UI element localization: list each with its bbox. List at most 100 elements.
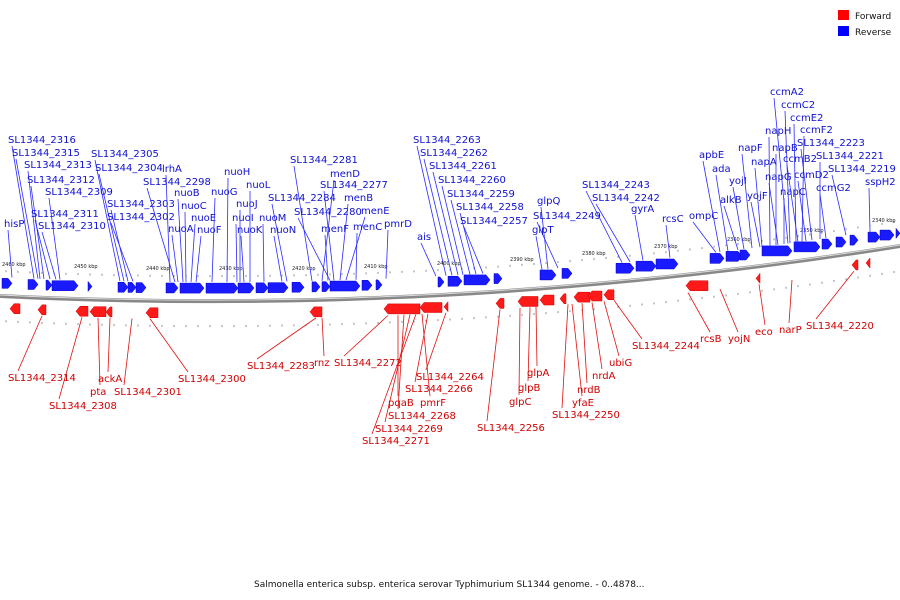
reverse-leader-line <box>41 231 57 280</box>
reverse-leader-line <box>773 97 789 244</box>
reverse-leader-line <box>11 145 35 279</box>
forward-gene-arrow <box>9 303 21 314</box>
reverse-gene-label: napB <box>772 143 798 154</box>
forward-gene-arrow <box>559 293 567 304</box>
forward-gene-label: ackA <box>98 374 122 385</box>
map-caption: Salmonella enterica subsp. enterica sero… <box>254 580 645 590</box>
reverse-gene-arrow <box>539 269 557 281</box>
tick-label: 2340 kbp <box>872 218 896 224</box>
legend-label-forward: Forward <box>855 12 891 22</box>
reverse-leader-line <box>146 187 176 283</box>
reverse-gene-arrow <box>615 262 635 274</box>
legend-swatch-forward <box>838 10 849 20</box>
forward-leader-line <box>591 302 603 370</box>
forward-gene-label: nrdB <box>577 385 601 396</box>
forward-leader-line <box>421 313 431 397</box>
forward-leader-line <box>256 317 317 360</box>
reverse-leader-line <box>271 203 288 282</box>
reverse-gene-arrow <box>1 278 13 289</box>
forward-gene-arrow <box>145 307 159 318</box>
reverse-gene-label: SL1344_2284 <box>268 193 336 204</box>
reverse-leader-line <box>423 158 453 276</box>
reverse-gene-label: gyrA <box>631 204 654 215</box>
reverse-gene-label: SL1344_2257 <box>460 216 528 227</box>
forward-gene-arrow <box>865 257 871 269</box>
reverse-leader-line <box>750 201 761 248</box>
reverse-leader-line <box>595 203 631 262</box>
reverse-gene-label: ccmB2 <box>783 154 817 165</box>
reverse-gene-track: hisPSL1344_2316SL1344_2315SL1344_2313SL1… <box>1 87 900 294</box>
tick-label: 2440 kbp <box>146 266 170 272</box>
forward-gene-arrow <box>587 290 603 302</box>
reverse-leader-line <box>195 235 202 283</box>
tick-label: 2430 kbp <box>219 266 243 272</box>
forward-leader-line <box>414 313 429 383</box>
forward-gene-label: yfaE <box>572 398 594 409</box>
forward-gene-arrow <box>37 304 47 316</box>
reverse-leader-line <box>432 171 459 276</box>
forward-leader-line <box>486 309 501 422</box>
reverse-leader-line <box>692 221 717 253</box>
reverse-gene-arrow <box>739 249 751 261</box>
reverse-gene-label: SL1344_2311 <box>31 209 99 220</box>
reverse-gene-label: ais <box>417 232 431 243</box>
reverse-gene-label: menC <box>353 222 382 233</box>
reverse-leader-line <box>819 193 827 239</box>
reverse-leader-line <box>535 235 543 270</box>
reverse-leader-line <box>768 136 771 246</box>
reverse-gene-arrow <box>179 282 205 294</box>
reverse-gene-arrow <box>361 280 373 291</box>
reverse-gene-arrow <box>205 282 239 294</box>
reverse-gene-label: nuoB <box>174 188 200 199</box>
reverse-gene-arrow <box>493 273 503 284</box>
legend-swatch-reverse <box>838 26 849 36</box>
reverse-gene-arrow <box>117 282 129 293</box>
reverse-gene-arrow <box>27 279 39 290</box>
reverse-gene-label: ccmA2 <box>770 87 804 98</box>
reverse-leader-line <box>800 148 813 241</box>
forward-leader-line <box>815 270 855 320</box>
reverse-gene-label: SL1344_2223 <box>797 138 865 149</box>
reverse-gene-label: ccmG2 <box>816 183 851 194</box>
forward-gene-label: SL1344_2269 <box>375 424 443 435</box>
reverse-gene-arrow <box>463 274 491 286</box>
reverse-gene-label: SL1344_2281 <box>290 155 358 166</box>
reverse-leader-line <box>321 179 335 281</box>
forward-leader-line <box>571 303 583 397</box>
forward-gene-label: glpA <box>527 368 549 379</box>
reverse-gene-label: SL1344_2312 <box>27 175 95 186</box>
reverse-gene-arrow <box>51 280 79 291</box>
reverse-leader-line <box>27 170 41 279</box>
tick-label: 2460 kbp <box>2 262 26 268</box>
reverse-gene-arrow <box>237 282 255 294</box>
forward-gene-label: SL1344_2256 <box>477 423 545 434</box>
reverse-gene-arrow <box>437 276 445 288</box>
reverse-gene-label: SL1344_2303 <box>107 199 175 210</box>
tick-label: 2360 kbp <box>727 237 751 243</box>
reverse-leader-line <box>768 182 779 245</box>
forward-leader-line <box>561 304 569 409</box>
reverse-leader-line <box>323 190 335 281</box>
reverse-gene-arrow <box>849 234 859 246</box>
forward-gene-arrow <box>495 298 505 309</box>
reverse-leader-line <box>793 123 797 243</box>
reverse-gene-label: SL1344_2243 <box>582 180 650 191</box>
genome-backbone <box>0 244 900 304</box>
reverse-gene-label: ccmC2 <box>781 100 815 111</box>
reverse-gene-label: alkB <box>720 195 742 206</box>
forward-leader-line <box>397 314 405 410</box>
reverse-leader-line <box>868 187 871 232</box>
reverse-gene-label: yojI <box>729 176 747 187</box>
reverse-gene-label: menD <box>330 169 360 180</box>
reverse-gene-label: nuoM <box>259 213 286 224</box>
reverse-gene-label: menF <box>321 224 349 235</box>
reverse-gene-label: menE <box>361 206 390 217</box>
tick-label: 2390 kbp <box>510 257 534 263</box>
forward-gene-label: SL1344_2250 <box>552 410 620 421</box>
reverse-gene-label: nuoL <box>246 180 271 191</box>
forward-gene-label: glpC <box>509 397 531 408</box>
tick-label: 2420 kbp <box>292 266 316 272</box>
reverse-leader-line <box>754 167 763 247</box>
reverse-gene-label: SL1344_2258 <box>456 202 524 213</box>
forward-gene-arrow <box>89 306 107 317</box>
